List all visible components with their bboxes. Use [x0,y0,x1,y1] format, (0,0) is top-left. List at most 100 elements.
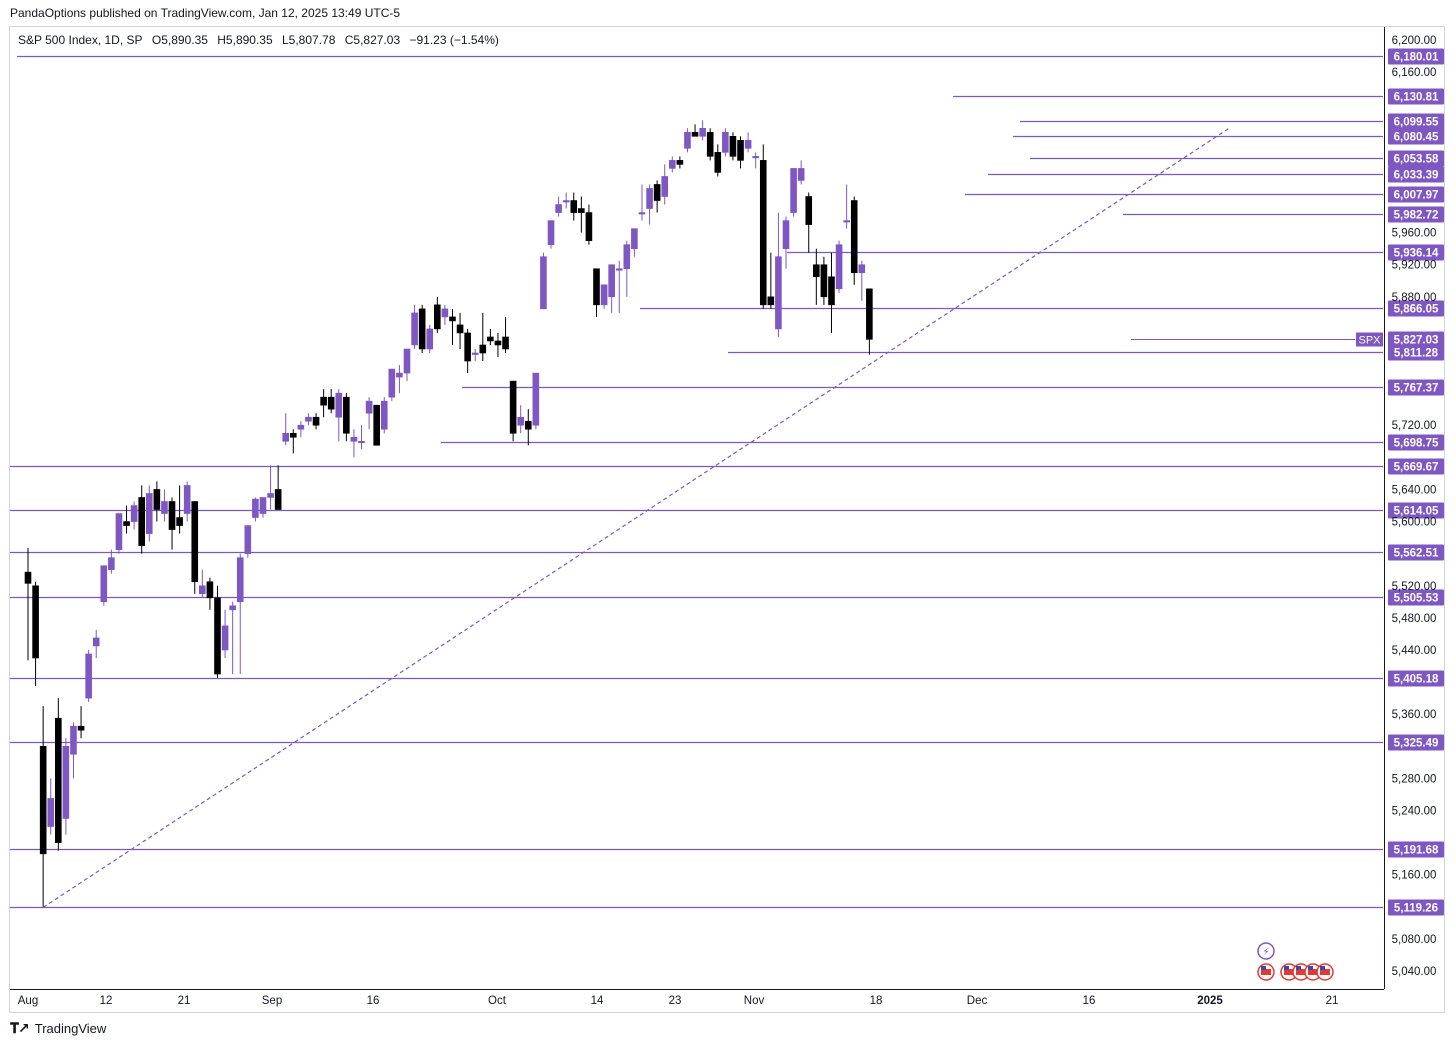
candle-body [274,489,282,510]
candle-body [646,188,653,209]
level-label-bg [1388,206,1444,223]
flag-canton [1284,966,1289,970]
candle-body [396,372,403,378]
level-label: 5,698.75 [1394,438,1439,450]
price-tick-label: 5,480.00 [1392,613,1437,625]
candle-body [62,745,70,819]
level-label-bg [1388,670,1444,687]
time-tick-label: 21 [1326,995,1339,1007]
level-label-bg [1388,434,1444,451]
price-tick-label: 6,200.00 [1392,35,1437,47]
candle-body [138,497,145,546]
candle-body [221,625,229,651]
level-label-bg [1388,502,1444,519]
tradingview-logo-icon[interactable]: 𝐓↗ [10,1020,30,1036]
candle-body [820,264,828,298]
candle-body [39,745,47,855]
trendline-layer [42,127,1230,908]
lightning-icon [1257,942,1275,960]
candle-body [759,160,767,306]
level-label-bg [1388,244,1444,261]
time-tick-label: 23 [669,995,682,1007]
legend-symbol[interactable]: S&P 500 Index, 1D, SP [18,33,143,47]
published-by-line: PandaOptions published on TradingView.co… [10,6,401,20]
level-label-bg [1388,166,1444,183]
level-label: 5,866.05 [1394,304,1439,316]
level-label-bg [1388,48,1444,65]
level-label: 6,007.97 [1394,190,1439,202]
legend-close: C5,827.03 [344,33,401,47]
candle-body [502,336,509,350]
candle-body [714,152,722,173]
candle-body [729,136,737,157]
horizontal-levels [10,55,1383,909]
level-label: 5,669.67 [1394,462,1439,474]
candle-body [312,416,320,426]
candle-body [782,220,790,249]
time-tick-label: 14 [591,995,604,1007]
candle-body [161,501,168,514]
candle-body [790,168,797,213]
flag-stripe [1320,969,1330,975]
candle-body [570,200,578,213]
candle-body [608,264,615,298]
candle-body [282,432,290,442]
candle-body [358,440,365,444]
level-label: 5,562.51 [1394,548,1439,560]
footer-brand[interactable]: TradingView [34,1021,107,1036]
candle-body [578,208,585,213]
candle-body [92,637,100,647]
level-label: 5,827.03 [1394,335,1439,347]
candle-body [176,517,183,526]
candle-body [631,228,638,249]
flag-canton [1320,966,1325,970]
level-label-bg [1388,150,1444,167]
candle-body [115,513,123,550]
legend-open: O5,890.35 [151,33,208,47]
time-tick-label: Aug [18,995,38,1007]
level-label-bg [1388,300,1444,317]
candle-body [706,131,714,157]
candle-body [676,160,684,165]
level-label: 5,982.72 [1394,210,1439,222]
level-label: 5,191.68 [1394,845,1439,857]
candle-body [866,288,873,340]
candle-body [653,184,661,201]
candle-body [130,505,138,522]
footer: 𝐓↗ TradingView [10,1020,106,1037]
level-label-bg [1388,544,1444,561]
candle-body [441,308,449,318]
price-tick-label: 5,640.00 [1392,484,1437,496]
candle-body [744,140,752,149]
candle-body [426,328,434,350]
candle-body [77,725,85,731]
candle-body [85,653,92,699]
level-label: 5,119.26 [1394,903,1438,915]
candle-body [434,304,441,330]
candle-body [532,372,540,426]
candle-body [615,268,623,271]
flag-stripe [1284,969,1294,975]
price-tick-label: 5,440.00 [1392,645,1437,657]
candle-body [350,436,358,442]
level-label: 5,614.05 [1394,506,1439,518]
level-label-bg [1388,899,1444,916]
candle-body [813,264,820,278]
candle-body [55,717,62,843]
time-axis: Aug 12 21 Sep 16 Oct 14 23 Nov 18 Dec 16 2025 21 [10,989,1384,1007]
chart-frame [9,26,1445,1013]
candle-body [843,220,850,223]
flag-canton [1308,966,1313,970]
candle-body [449,316,456,322]
price-tick-label: 5,280.00 [1392,773,1437,785]
candle-body [600,284,608,306]
candle-body [191,501,199,583]
time-tick-label: 16 [367,995,380,1007]
level-label-bg [1388,734,1444,751]
legend-change: −91.23 (−1.54%) [409,33,499,47]
level-label: 6,080.45 [1394,132,1439,144]
flag-stripe [1296,969,1306,975]
candle-body [123,521,130,526]
candle-body [775,256,782,330]
